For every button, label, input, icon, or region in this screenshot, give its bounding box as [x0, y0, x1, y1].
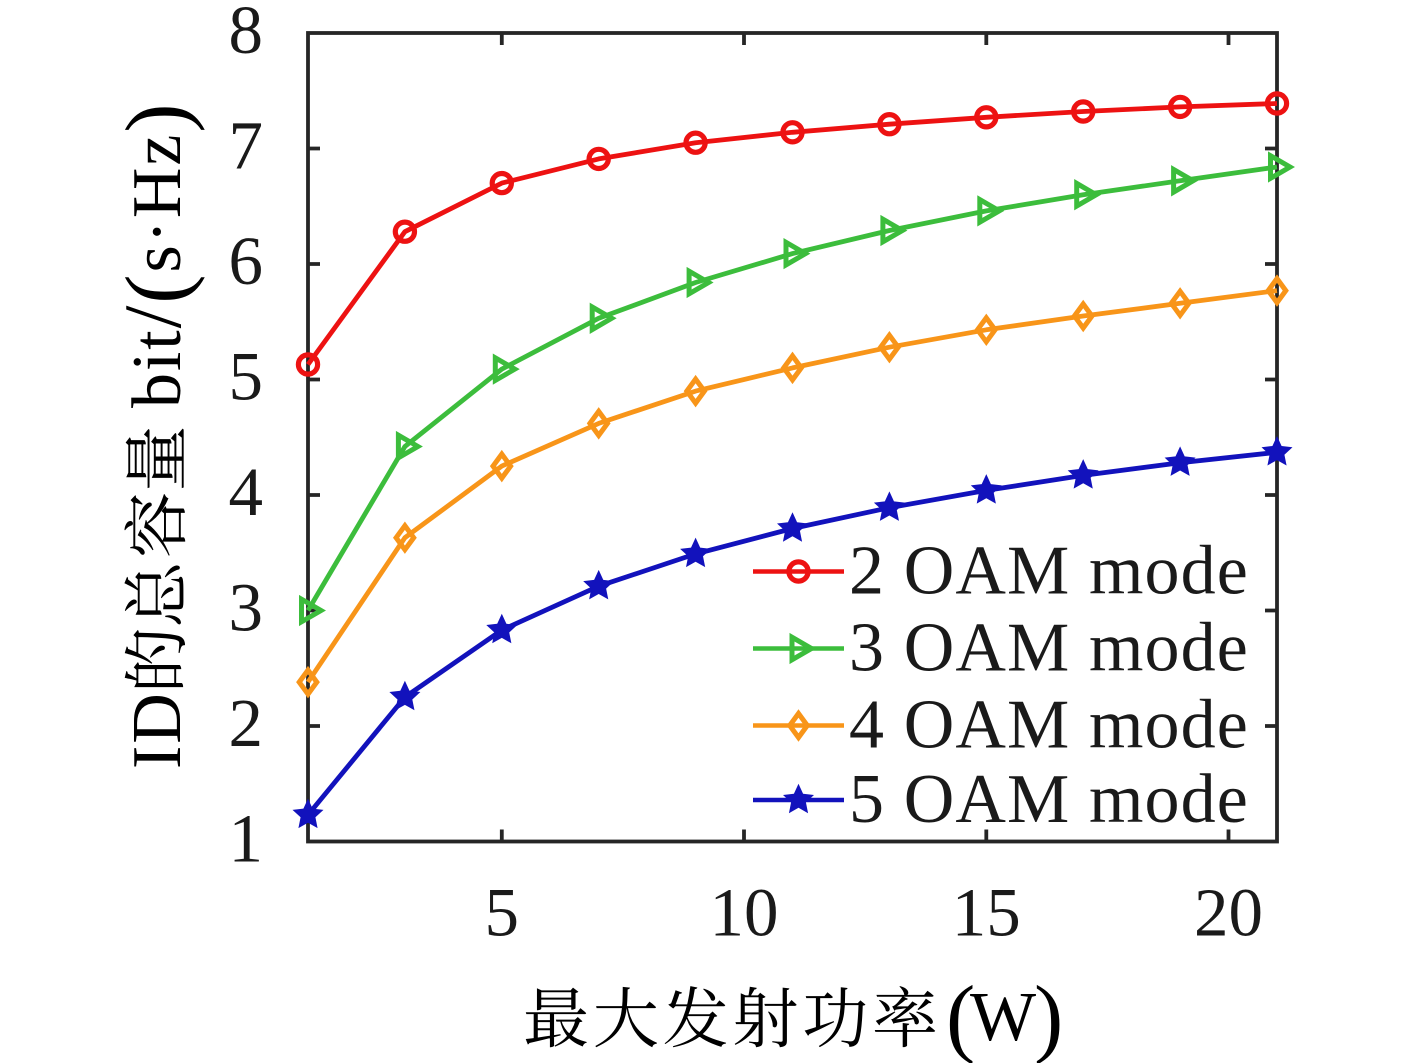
- svg-text:3 OAM mode: 3 OAM mode: [849, 610, 1249, 687]
- svg-text:2 OAM mode: 2 OAM mode: [849, 533, 1249, 610]
- svg-text:20: 20: [1194, 875, 1263, 951]
- svg-text:10: 10: [710, 875, 779, 951]
- svg-text:5: 5: [229, 339, 264, 415]
- svg-text:bit/(s·Hz): bit/(s·Hz): [107, 101, 206, 408]
- svg-text:4: 4: [229, 454, 264, 530]
- svg-text:ID: ID: [119, 691, 196, 769]
- svg-text:2: 2: [229, 685, 264, 761]
- svg-text:5: 5: [485, 875, 520, 951]
- svg-text:): ): [1034, 969, 1063, 1063]
- svg-text:1: 1: [229, 801, 264, 877]
- svg-text:5 OAM mode: 5 OAM mode: [849, 761, 1249, 838]
- svg-text:7: 7: [229, 108, 264, 184]
- svg-text:W: W: [970, 979, 1036, 1056]
- svg-text:6: 6: [229, 223, 264, 299]
- svg-text:(: (: [946, 969, 975, 1063]
- svg-text:15: 15: [952, 875, 1021, 951]
- svg-text:3: 3: [229, 570, 264, 646]
- svg-text:4 OAM mode: 4 OAM mode: [849, 687, 1249, 764]
- svg-text:8: 8: [229, 0, 264, 68]
